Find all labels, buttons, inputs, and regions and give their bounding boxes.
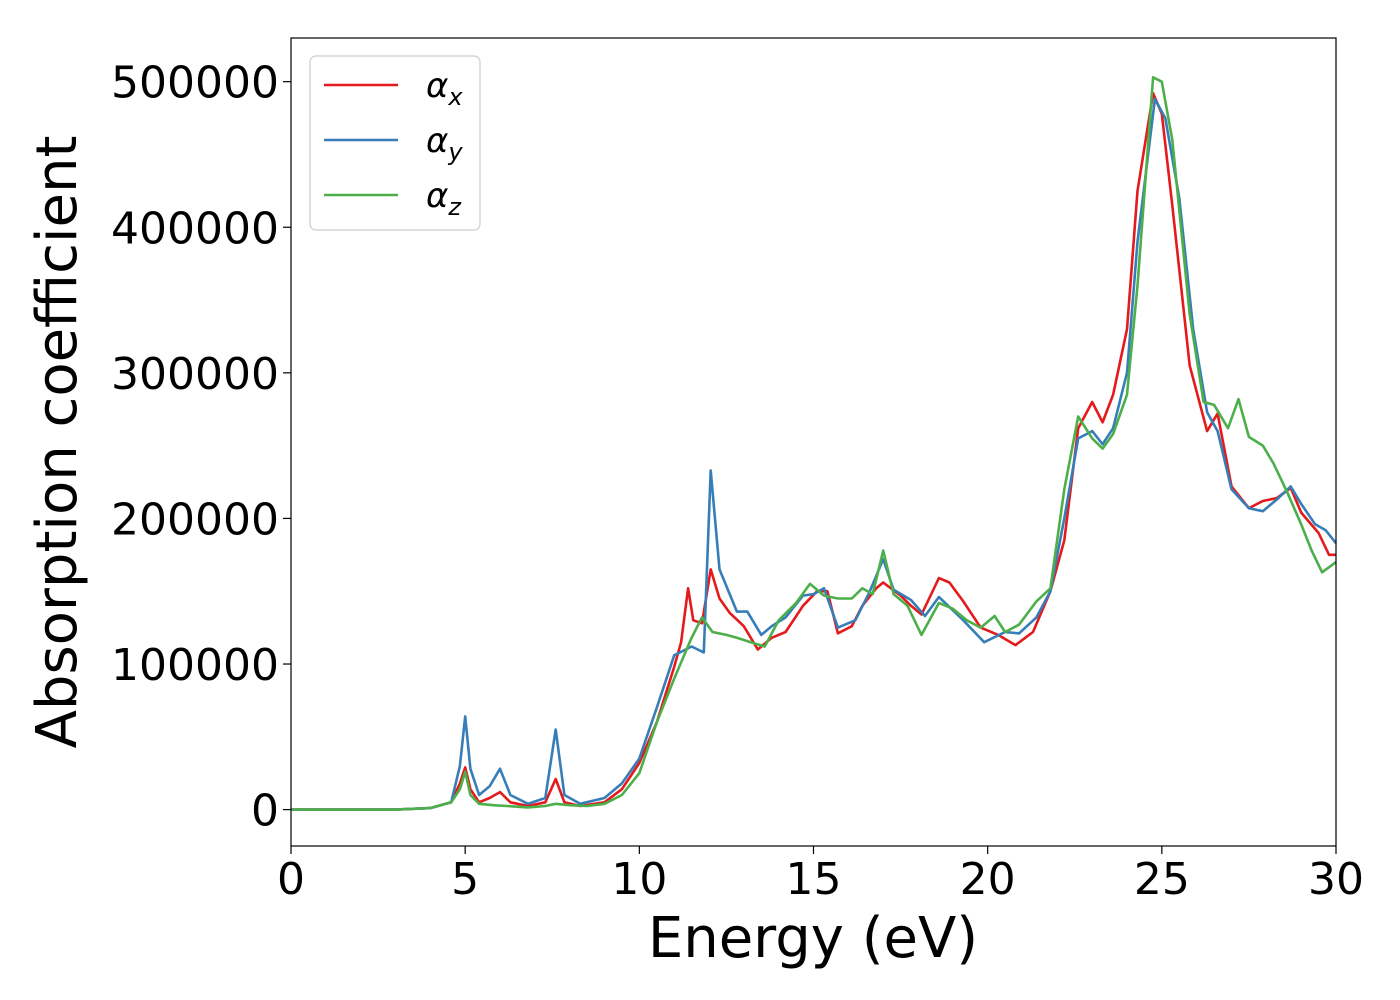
x-tick-label: 0 <box>277 854 305 905</box>
series-line-alpha-z <box>291 76 1337 811</box>
x-tick-label: 30 <box>1308 854 1364 905</box>
y-tick-label: 300000 <box>111 349 279 400</box>
legend-subscript: x <box>447 83 463 111</box>
y-tick-label: 100000 <box>111 640 279 691</box>
y-axis-title: Absorption coefficient <box>25 136 90 749</box>
legend-box <box>309 55 481 231</box>
y-tick-label: 0 <box>251 786 279 837</box>
x-tick-label: 10 <box>611 854 667 905</box>
series-layer <box>291 76 1338 811</box>
series-line-alpha-x <box>291 92 1336 811</box>
y-tick-label: 400000 <box>111 203 279 254</box>
x-tick-label: 20 <box>960 854 1016 905</box>
series-line-alpha-y <box>291 97 1338 811</box>
y-tick-label: 500000 <box>111 58 279 109</box>
legend-subscript: z <box>447 193 462 221</box>
y-axis: 0 100000 200000 300000 400000 500000 <box>111 58 291 837</box>
x-axis: 0 5 10 15 20 25 30 <box>277 846 1364 905</box>
x-tick-label: 15 <box>786 854 842 905</box>
x-axis-title: Energy (eV) <box>648 906 978 971</box>
legend-subscript: y <box>447 138 463 166</box>
x-tick-label: 5 <box>451 854 479 905</box>
y-tick-label: 200000 <box>111 494 279 545</box>
x-tick-label: 25 <box>1134 854 1190 905</box>
